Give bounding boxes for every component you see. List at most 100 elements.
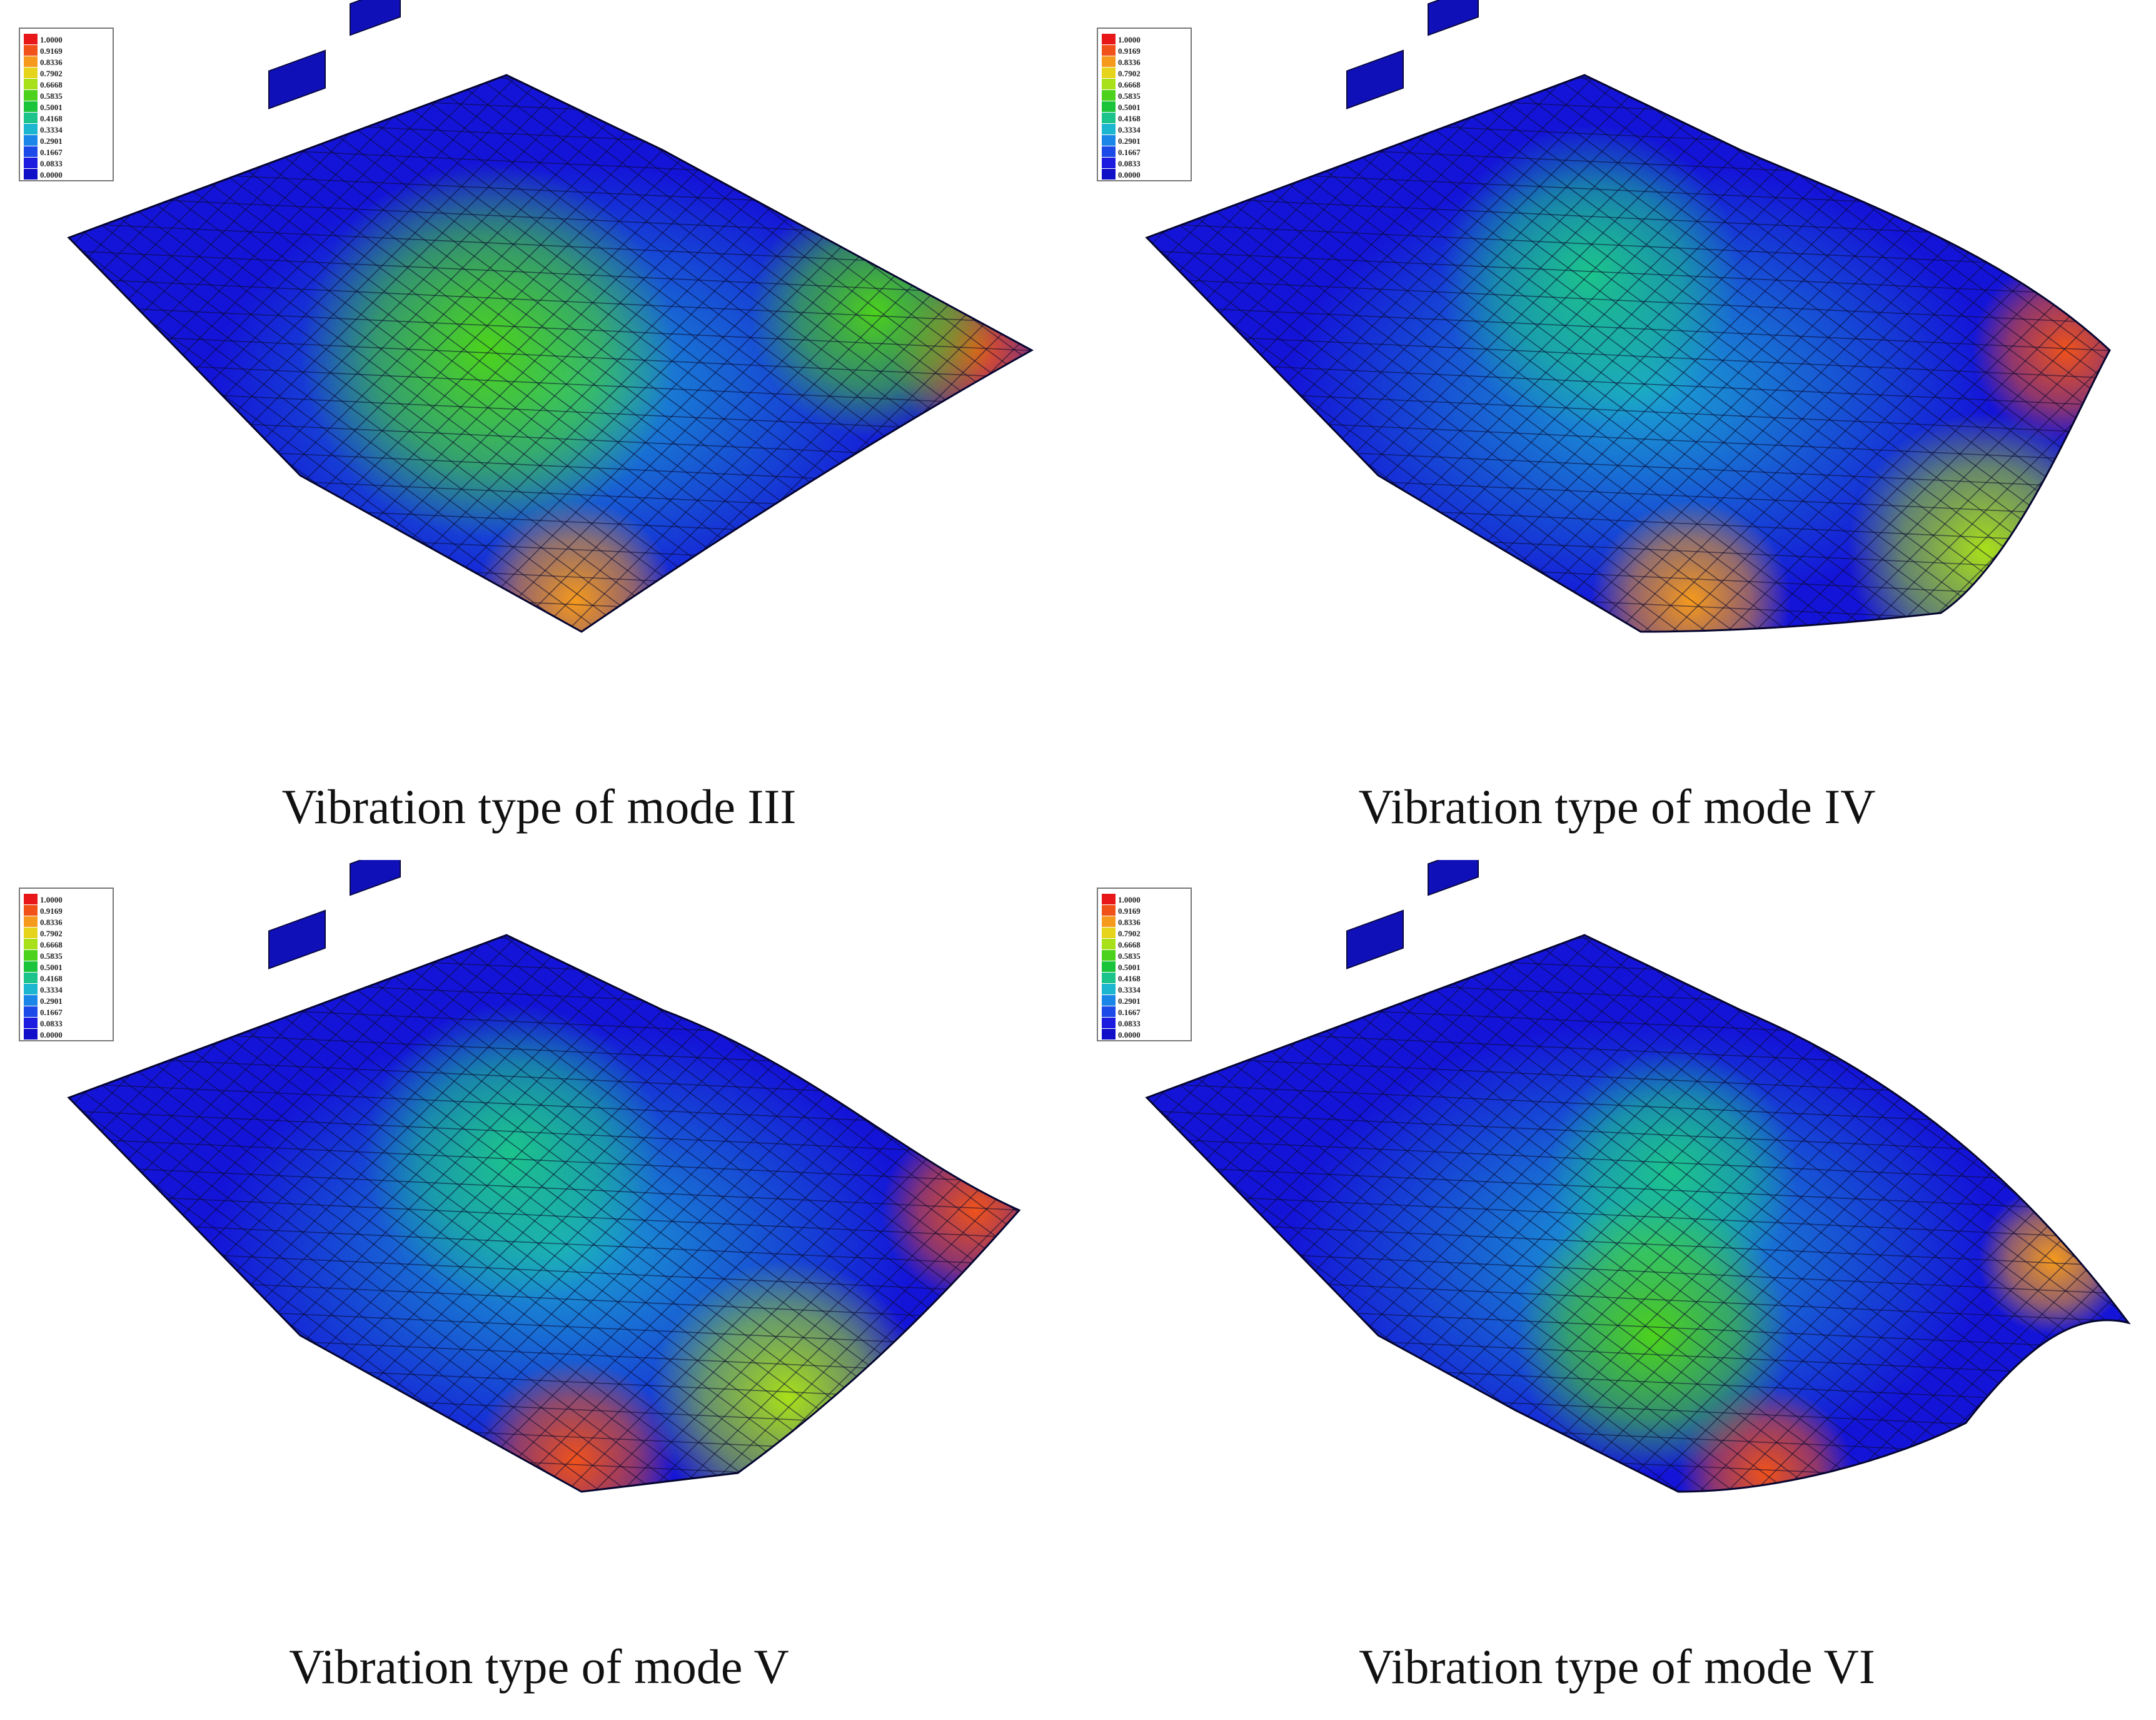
legend-entry: 0.0000 <box>24 169 113 180</box>
legend-swatch <box>24 961 38 972</box>
legend-value: 0.8336 <box>1118 918 1141 927</box>
legend-entry: 0.5001 <box>24 101 113 112</box>
legend-swatch <box>1102 169 1116 180</box>
legend-swatch <box>1102 905 1116 916</box>
legend-swatch <box>24 79 38 89</box>
legend-entry: 0.2901 <box>1102 995 1191 1006</box>
legend-entry: 0.4168 <box>24 973 113 983</box>
legend-swatch <box>1102 45 1116 56</box>
legend-entry: 0.9169 <box>1102 905 1191 916</box>
legend-entry: 0.1667 <box>24 1006 113 1017</box>
legend-swatch <box>1102 158 1116 168</box>
fem-mesh-plot <box>1145 860 2131 1493</box>
legend-swatch <box>24 905 38 916</box>
legend-value: 0.7902 <box>1118 69 1141 78</box>
legend-swatch <box>24 950 38 961</box>
legend-swatch <box>24 1006 38 1017</box>
displacement-hotspot <box>475 1360 675 1492</box>
legend-entry: 0.7902 <box>24 68 113 78</box>
legend-value: 0.9169 <box>1118 906 1141 916</box>
legend-value: 0.3334 <box>40 125 63 134</box>
legend-swatch <box>24 101 38 112</box>
legend-swatch <box>24 973 38 983</box>
legend-entry: 0.7902 <box>1102 68 1191 78</box>
legend-entry: 0.4168 <box>24 113 113 123</box>
legend-entry: 0.0000 <box>24 1029 113 1040</box>
legend-swatch <box>1102 68 1116 78</box>
displacement-hotspot <box>650 1260 925 1492</box>
legend-swatch <box>24 158 38 168</box>
legend-swatch <box>24 135 38 146</box>
legend-value: 0.4168 <box>1118 114 1141 123</box>
legend-entry: 1.0000 <box>24 894 113 904</box>
legend-value: 0.0000 <box>1118 170 1141 180</box>
legend-entry: 0.0833 <box>1102 158 1191 168</box>
legend-swatch <box>24 34 38 44</box>
color-legend: 1.0000 0.9169 0.8336 0.7902 0.6668 0.5835 0.50… <box>19 888 114 1041</box>
legend-value: 0.2901 <box>1118 136 1141 146</box>
legend-entry: 0.5835 <box>1102 950 1191 961</box>
legend-value: 0.6668 <box>40 80 63 89</box>
legend-swatch <box>24 995 38 1006</box>
legend-value: 0.1667 <box>1118 148 1141 157</box>
legend-entry: 0.3334 <box>1102 124 1191 134</box>
legend-value: 0.4168 <box>40 114 63 123</box>
legend-value: 0.5835 <box>40 951 63 961</box>
legend-swatch <box>24 90 38 101</box>
legend-value: 0.1667 <box>40 148 63 157</box>
legend-entry: 0.4168 <box>1102 973 1191 983</box>
legend-swatch <box>1102 1018 1116 1028</box>
fem-mesh-plot <box>67 0 1034 633</box>
legend-value: 0.5001 <box>1118 103 1141 112</box>
legend-entry: 0.8336 <box>24 916 113 927</box>
legend-swatch <box>24 45 38 56</box>
legend-value: 0.4168 <box>40 974 63 983</box>
legend-value: 0.3334 <box>1118 985 1141 994</box>
legend-entry: 0.2901 <box>1102 135 1191 146</box>
legend-entry: 0.6668 <box>1102 939 1191 949</box>
mode-v-panel: 1.0000 0.9169 0.8336 0.7902 0.6668 0.5835 0.50… <box>0 860 1078 1720</box>
legend-entry: 0.5001 <box>24 961 113 972</box>
legend-swatch <box>1102 984 1116 994</box>
legend-swatch <box>1102 113 1116 123</box>
legend-value: 0.6668 <box>1118 80 1141 89</box>
legend-swatch <box>1102 1029 1116 1040</box>
stiffener-block <box>268 909 326 969</box>
legend-swatch <box>1102 939 1116 949</box>
legend-entry: 0.5835 <box>24 90 113 101</box>
legend-entry: 0.0000 <box>1102 1029 1191 1040</box>
legend-entry: 0.9169 <box>1102 45 1191 56</box>
legend-value: 0.2901 <box>40 136 63 146</box>
legend-swatch <box>1102 56 1116 67</box>
color-legend: 1.0000 0.9169 0.8336 0.7902 0.6668 0.5835 0.50… <box>1097 28 1192 181</box>
legend-value: 0.0833 <box>40 159 63 168</box>
legend-swatch <box>1102 146 1116 157</box>
legend-value: 0.6668 <box>1118 940 1141 949</box>
panel-caption: Vibration type of mode V <box>289 1639 789 1694</box>
legend-value: 0.0833 <box>1118 1019 1141 1028</box>
legend-value: 0.9169 <box>1118 46 1141 56</box>
legend-swatch <box>24 169 38 180</box>
color-legend: 1.0000 0.9169 0.8336 0.7902 0.6668 0.5835 0.50… <box>1097 888 1192 1041</box>
fem-mesh-plot <box>67 860 1021 1493</box>
legend-entry: 0.2901 <box>24 135 113 146</box>
fem-mesh-plot <box>1145 0 2111 633</box>
legend-entry: 0.7902 <box>24 928 113 938</box>
displacement-hotspot <box>882 1116 1019 1304</box>
legend-entry: 0.8336 <box>1102 56 1191 67</box>
legend-swatch <box>24 984 38 994</box>
legend-swatch <box>1102 34 1116 44</box>
legend-entry: 1.0000 <box>1102 34 1191 44</box>
legend-swatch <box>1102 928 1116 938</box>
legend-entry: 0.0000 <box>1102 169 1191 180</box>
displacement-hotspot <box>300 163 675 538</box>
displacement-hotspot <box>475 500 675 632</box>
legend-swatch <box>24 1029 38 1040</box>
stiffener-block <box>350 0 401 36</box>
legend-entry: 1.0000 <box>24 34 113 44</box>
legend-entry: 0.0833 <box>24 1018 113 1028</box>
legend-swatch <box>24 894 38 904</box>
legend-swatch <box>1102 950 1116 961</box>
legend-value: 0.0000 <box>1118 1030 1141 1040</box>
mode-iii-panel: 1.0000 0.9169 0.8336 0.7902 0.6668 0.5835 0.50… <box>0 0 1078 860</box>
